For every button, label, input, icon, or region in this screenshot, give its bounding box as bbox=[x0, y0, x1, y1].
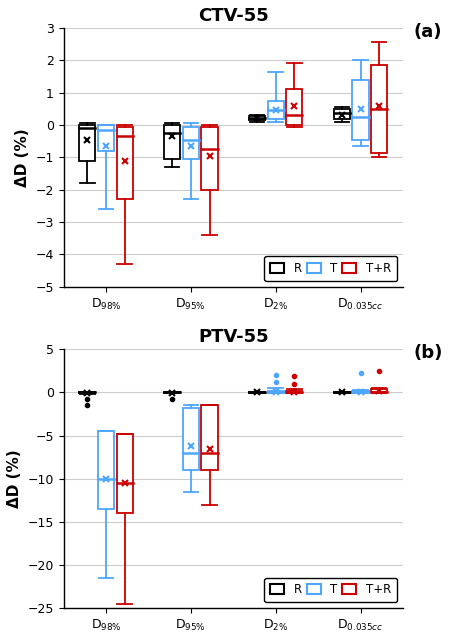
Bar bbox=[98, 431, 114, 509]
Bar bbox=[117, 127, 133, 200]
Bar bbox=[201, 405, 218, 470]
Bar bbox=[268, 100, 284, 118]
Bar bbox=[286, 90, 302, 125]
Bar bbox=[353, 80, 369, 140]
Bar bbox=[334, 109, 350, 118]
Bar bbox=[98, 125, 114, 151]
Bar bbox=[268, 390, 284, 392]
Title: CTV-55: CTV-55 bbox=[198, 7, 269, 25]
Y-axis label: ΔD (%): ΔD (%) bbox=[7, 449, 22, 508]
Bar bbox=[286, 391, 302, 392]
Text: (a): (a) bbox=[413, 22, 442, 41]
Bar bbox=[371, 65, 387, 152]
Bar bbox=[79, 125, 95, 161]
Text: (b): (b) bbox=[413, 344, 443, 362]
Bar bbox=[371, 389, 387, 392]
Legend: R, T, T+R: R, T, T+R bbox=[264, 577, 397, 602]
Bar bbox=[164, 125, 180, 159]
Legend: R, T, T+R: R, T, T+R bbox=[264, 256, 397, 281]
Bar bbox=[201, 127, 218, 189]
Bar bbox=[249, 116, 265, 120]
Bar bbox=[183, 408, 199, 470]
Bar bbox=[353, 390, 369, 392]
Bar bbox=[117, 434, 133, 513]
Bar bbox=[183, 127, 199, 159]
Y-axis label: ΔD (%): ΔD (%) bbox=[15, 128, 30, 187]
Title: PTV-55: PTV-55 bbox=[198, 328, 269, 346]
